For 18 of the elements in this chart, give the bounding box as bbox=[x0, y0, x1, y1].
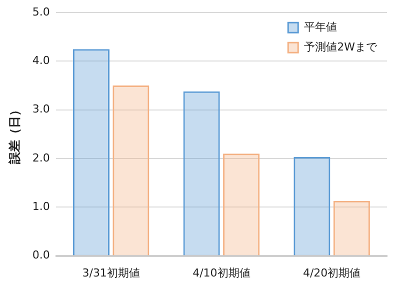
y-tick-label: 0.0 bbox=[32, 248, 50, 262]
bar bbox=[72, 49, 110, 256]
bar bbox=[333, 200, 370, 256]
y-tick-label: 2.0 bbox=[32, 151, 50, 164]
x-tick-label: 4/20初期値 bbox=[302, 266, 361, 280]
legend-label: 予測値2Wまで bbox=[304, 40, 378, 54]
legend-label: 平年値 bbox=[304, 20, 338, 34]
bar bbox=[112, 86, 150, 256]
y-axis-title: 誤差（日） bbox=[7, 104, 22, 166]
bar bbox=[294, 157, 330, 256]
bar bbox=[223, 154, 260, 256]
y-tick-label: 4.0 bbox=[32, 54, 50, 68]
y-tick-label: 5.0 bbox=[32, 5, 50, 18]
x-tick-label: 4/10初期値 bbox=[192, 266, 250, 280]
bar bbox=[183, 91, 220, 256]
y-tick-label: 1.0 bbox=[32, 200, 50, 214]
y-tick-label: 3.0 bbox=[32, 102, 50, 116]
x-tick-label: 3/31初期値 bbox=[82, 266, 140, 280]
